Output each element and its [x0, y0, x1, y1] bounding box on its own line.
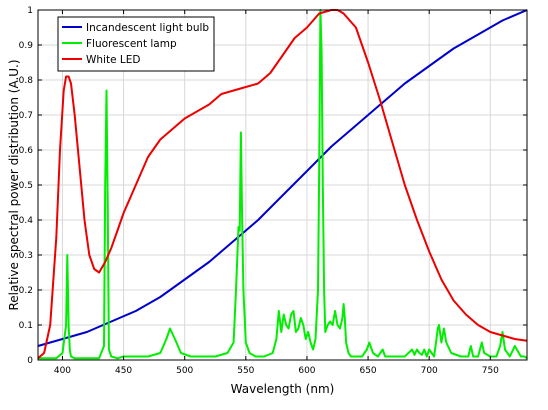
legend-entry: Incandescent light bulb	[86, 22, 209, 34]
y-tick-label: 0.2	[19, 286, 33, 296]
x-tick-label: 550	[237, 366, 254, 376]
legend-entry: White LED	[86, 54, 140, 66]
series-lines	[37, 9, 528, 360]
y-tick-label: 0.7	[19, 111, 33, 121]
x-axis-label: Wavelength (nm)	[231, 382, 335, 396]
x-tick-label: 750	[482, 366, 499, 376]
y-tick-label: 0.6	[19, 146, 34, 156]
y-tick-label: 0.4	[19, 216, 34, 226]
axis-ticks: 400 450 500 550 600 650 700 750 0 0.1 0.2 0.3 0.4 0.5…	[19, 6, 527, 376]
y-tick-label: 0.9	[19, 41, 34, 51]
legend-box	[57, 16, 215, 72]
y-tick-label: 0	[27, 356, 33, 366]
x-tick-label: 450	[115, 366, 132, 376]
series-line-incandescent-light-bulb	[37, 9, 528, 347]
series-line-white-led	[37, 9, 528, 360]
y-tick-label: 0.8	[19, 76, 34, 86]
x-tick-label: 650	[359, 366, 376, 376]
grid-lines	[38, 9, 527, 361]
series-line-fluorescent-lamp	[38, 9, 528, 360]
y-tick-label: 0.1	[19, 321, 33, 331]
legend-entry: Fluorescent lamp	[86, 38, 177, 50]
y-tick-label: 0.3	[19, 251, 33, 261]
y-tick-label: 0.5	[19, 181, 33, 191]
x-tick-label: 700	[421, 366, 438, 376]
x-tick-label: 600	[298, 366, 315, 376]
y-axis-label: Relative spectral power distribution (A.…	[7, 59, 21, 310]
legend: Incandescent light bulb Fluorescent lamp W…	[57, 16, 215, 72]
y-tick-label: 1	[27, 6, 33, 16]
x-tick-label: 400	[54, 366, 71, 376]
x-tick-label: 500	[176, 366, 193, 376]
